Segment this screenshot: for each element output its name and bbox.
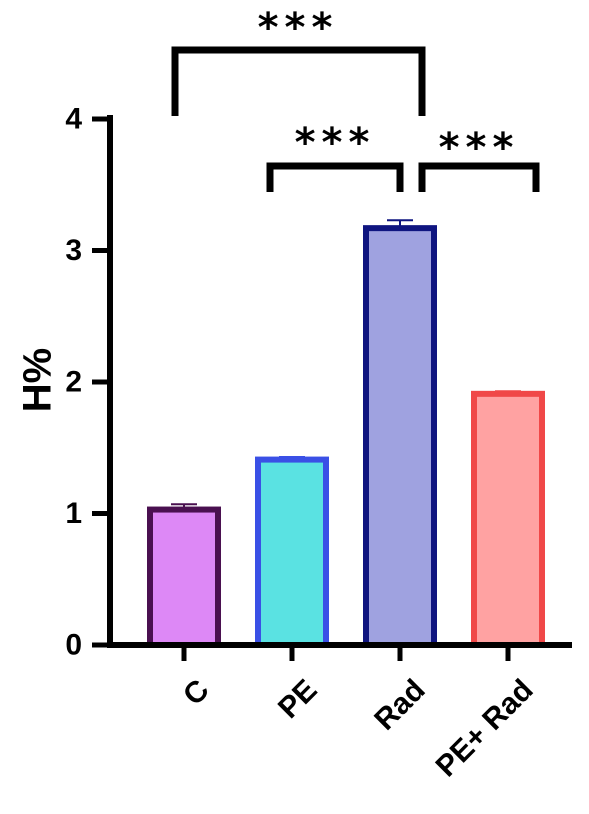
significance-label: ***	[295, 120, 376, 166]
bar-pe-rad	[471, 390, 545, 648]
error-bar-rad	[387, 219, 413, 229]
y-tick-label-2: 2	[65, 366, 82, 399]
error-bar-c	[171, 503, 197, 510]
bars	[147, 225, 545, 649]
y-axis-title: H%	[16, 348, 60, 412]
error-bar-pe-rad	[495, 390, 521, 394]
bar-rad	[363, 225, 437, 649]
significance-bracket	[418, 162, 540, 192]
y-tick-label-3: 3	[65, 234, 82, 267]
error-bars	[171, 219, 521, 510]
bar-c	[147, 506, 221, 648]
x-tick-label-pe: PE	[272, 673, 324, 725]
significance-annotations: *** *** ***	[171, 5, 540, 192]
y-ticks: 0 1 2 3 4	[65, 103, 110, 662]
significance-label: ***	[258, 5, 339, 51]
x-tick-label-c: C	[177, 673, 216, 712]
x-tick-label-rad: Rad	[368, 673, 431, 736]
bar-pe	[255, 456, 329, 648]
x-tick-label-pe-rad: PE+ Rad	[430, 673, 540, 783]
significance-pe-vs-rad: ***	[266, 120, 404, 192]
significance-label: ***	[439, 125, 520, 171]
error-bar-pe	[279, 455, 305, 460]
significance-rad-vs-pe-rad: ***	[418, 125, 540, 192]
significance-bracket	[171, 46, 426, 116]
y-tick-label-1: 1	[65, 497, 82, 530]
significance-bracket	[266, 162, 404, 192]
significance-c-vs-rad: ***	[171, 5, 426, 116]
y-tick-label-4: 4	[65, 103, 82, 136]
y-tick-label-0: 0	[65, 629, 82, 662]
